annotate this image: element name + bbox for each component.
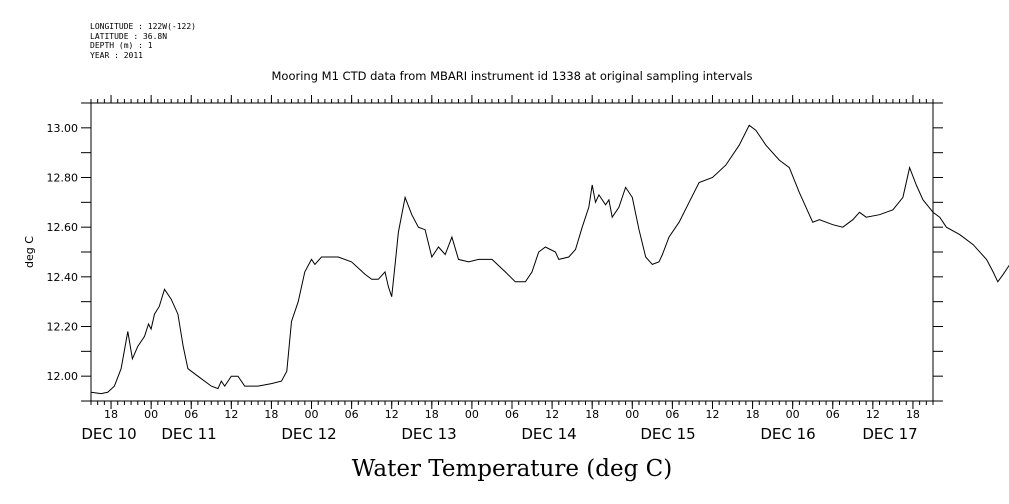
year-label: YEAR : 2011 xyxy=(90,50,143,60)
x-tick-label: 06 xyxy=(505,408,519,421)
x-date-label: DEC 14 xyxy=(521,425,576,443)
x-tick-label: 00 xyxy=(625,408,639,421)
x-date-label: DEC 15 xyxy=(640,425,695,443)
depth-label: DEPTH (m) : 1 xyxy=(90,41,153,50)
y-tick-label: 12.60 xyxy=(47,221,79,234)
x-tick-label: 18 xyxy=(585,408,599,421)
location-metadata: LONGITUDE : 122W(-122) LATITUDE : 36.8N … xyxy=(90,22,196,60)
x-tick-label: 06 xyxy=(665,408,679,421)
x-tick-label: 06 xyxy=(184,408,198,421)
y-tick-label: 12.20 xyxy=(47,321,79,334)
y-tick-label: 12.80 xyxy=(47,172,79,185)
x-tick-label: 18 xyxy=(104,408,118,421)
y-tick-label: 13.00 xyxy=(47,122,79,135)
minor-tick-marks xyxy=(90,99,934,405)
longitude-label: LONGITUDE : 122W(-122) xyxy=(90,22,196,31)
x-axis-ticks: 18 00 06 12 18 00 06 12 18 00 06 12 18 00 06 12 18 00 06 12… xyxy=(81,95,920,443)
x-tick-label: 18 xyxy=(906,408,920,421)
x-date-label: DEC 16 xyxy=(760,425,815,443)
x-date-label: DEC 11 xyxy=(161,425,216,443)
x-date-label: DEC 17 xyxy=(862,425,917,443)
x-date-label: DEC 12 xyxy=(281,425,336,443)
x-tick-label: 12 xyxy=(866,408,880,421)
x-tick-label: 06 xyxy=(826,408,840,421)
y-axis-ticks: 12.00 12.20 12.40 12.60 12.80 13.00 xyxy=(47,102,943,402)
x-tick-label: 00 xyxy=(144,408,158,421)
x-tick-label: 00 xyxy=(465,408,479,421)
x-tick-label: 12 xyxy=(385,408,399,421)
x-tick-label: 00 xyxy=(786,408,800,421)
x-tick-label: 06 xyxy=(345,408,359,421)
x-date-label: DEC 10 xyxy=(81,425,136,443)
y-axis-label: deg C xyxy=(23,236,36,268)
x-tick-label: 12 xyxy=(545,408,559,421)
x-axis-label: Water Temperature (deg C) xyxy=(352,456,672,482)
x-tick-label: 18 xyxy=(425,408,439,421)
x-tick-label: 00 xyxy=(305,408,319,421)
chart-title: Mooring M1 CTD data from MBARI instrumen… xyxy=(272,69,753,83)
y-tick-label: 12.00 xyxy=(47,370,79,383)
y-tick-label: 12.40 xyxy=(47,271,79,284)
series-line-water-temperature xyxy=(90,124,1009,395)
plot-frame xyxy=(90,102,934,402)
x-tick-label: 18 xyxy=(264,408,278,421)
x-tick-label: 18 xyxy=(746,408,760,421)
x-date-label: DEC 13 xyxy=(401,425,456,443)
latitude-label: LATITUDE : 36.8N xyxy=(90,31,168,41)
x-tick-label: 12 xyxy=(705,408,719,421)
x-tick-label: 12 xyxy=(224,408,238,421)
